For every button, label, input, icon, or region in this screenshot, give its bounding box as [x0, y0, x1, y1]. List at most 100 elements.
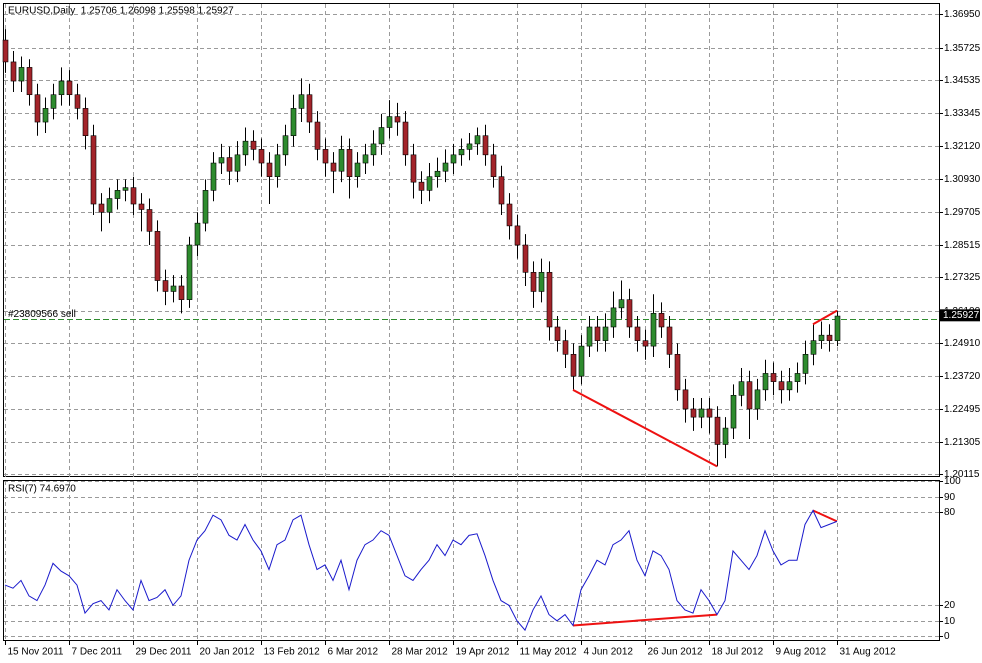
candle-body — [674, 354, 681, 391]
candle-body — [234, 154, 241, 172]
candle-body — [226, 157, 233, 172]
rsi-line — [4, 509, 838, 632]
candle-body — [810, 340, 817, 355]
candle-body — [90, 135, 97, 205]
candle-body — [154, 231, 161, 281]
candle-body — [114, 190, 121, 199]
candle-body — [10, 61, 17, 82]
y-tick-label: 1.33345 — [944, 108, 981, 119]
candle-body — [34, 94, 41, 123]
order-label: #23809566 sell — [8, 309, 76, 320]
price-frame — [3, 3, 940, 477]
candle-body — [434, 170, 441, 177]
candle-body — [250, 140, 257, 150]
candle-body — [530, 272, 537, 292]
price-title: EURUSD,Daily 1.25706 1.26098 1.25598 1.2… — [8, 6, 234, 17]
candle-body — [178, 285, 185, 300]
candle-body — [402, 121, 409, 156]
candle-body — [306, 94, 313, 123]
candle-body — [746, 381, 753, 410]
candle-body — [18, 67, 25, 82]
candle-body — [426, 176, 433, 191]
x-tick-label: 20 Jan 2012 — [200, 647, 255, 658]
y-tick-label: 1.30930 — [944, 174, 981, 185]
x-tick-label: 7 Dec 2011 — [72, 647, 123, 658]
candle-body — [738, 381, 745, 396]
candle-body — [770, 373, 777, 382]
candle-body — [314, 121, 321, 150]
divergence-line — [572, 388, 718, 468]
y-tick-label: 1.36950 — [944, 9, 981, 20]
candle-body — [418, 181, 425, 191]
candle-body — [258, 149, 265, 164]
candle-body — [218, 157, 225, 164]
candle-body — [698, 408, 705, 418]
y-tick-label: 1.32120 — [944, 141, 981, 152]
candle-body — [474, 135, 481, 145]
candle-body — [522, 244, 529, 273]
candle-body — [666, 326, 673, 355]
divergence-line — [812, 309, 838, 326]
y-tick-label: 100 — [944, 476, 961, 487]
x-tick-label: 18 Jul 2012 — [712, 647, 764, 658]
rsi-title: RSI(7) 74.6970 — [8, 484, 76, 495]
y-tick-label: 0 — [944, 631, 950, 642]
candle-body — [58, 80, 65, 96]
candle-body — [290, 108, 297, 137]
x-tick-label: 13 Feb 2012 — [264, 647, 321, 658]
candle-body — [138, 203, 145, 210]
candle-body — [658, 313, 665, 328]
candle-body — [410, 154, 417, 183]
candle-body — [802, 354, 809, 374]
candle-body — [210, 162, 217, 191]
candle-body — [546, 272, 553, 328]
candle-body — [650, 313, 657, 347]
candle-body — [562, 340, 569, 355]
candle-body — [682, 389, 689, 410]
x-tick-label: 28 Mar 2012 — [392, 647, 449, 658]
candle-body — [282, 135, 289, 156]
candle-body — [242, 140, 249, 156]
candle-body — [778, 381, 785, 391]
candle-body — [42, 108, 49, 123]
candle-body — [26, 67, 33, 96]
y-tick-label: 1.29705 — [944, 207, 981, 218]
candle-body — [322, 149, 329, 164]
candle-body — [714, 416, 721, 445]
candle-body — [362, 154, 369, 164]
candle-body — [514, 225, 521, 246]
marks-layer — [2, 29, 980, 632]
candle-body — [346, 149, 353, 177]
candle-body — [146, 209, 153, 232]
candle-body — [818, 334, 825, 341]
y-tick-label: 1.22495 — [944, 404, 981, 415]
candle-body — [82, 108, 89, 137]
rsi-divergence-line — [572, 613, 718, 627]
candle-body — [786, 381, 793, 391]
y-tick-label: 1.27325 — [944, 272, 981, 283]
candle-body — [498, 176, 505, 205]
candle-body — [66, 80, 73, 96]
rsi-frame — [3, 480, 940, 641]
candle-body — [642, 340, 649, 347]
candle-body — [618, 299, 625, 309]
candle-body — [170, 285, 177, 292]
y-tick-label: 1.21305 — [944, 437, 981, 448]
candle-body — [386, 116, 393, 128]
candle-body — [594, 326, 601, 341]
candle-body — [634, 326, 641, 341]
candle-body — [466, 143, 473, 150]
candle-body — [202, 190, 209, 224]
y-tick-label: 10 — [944, 616, 956, 627]
rsi-divergence-line — [812, 509, 838, 523]
candle-body — [450, 154, 457, 164]
x-tick-label: 4 Jun 2012 — [584, 647, 634, 658]
candle-body — [730, 394, 737, 429]
candle-body — [162, 280, 169, 292]
candle-body — [626, 299, 633, 328]
y-tick-label: 1.28515 — [944, 240, 981, 251]
x-tick-label: 9 Aug 2012 — [776, 647, 827, 658]
bid-marker — [940, 309, 980, 322]
